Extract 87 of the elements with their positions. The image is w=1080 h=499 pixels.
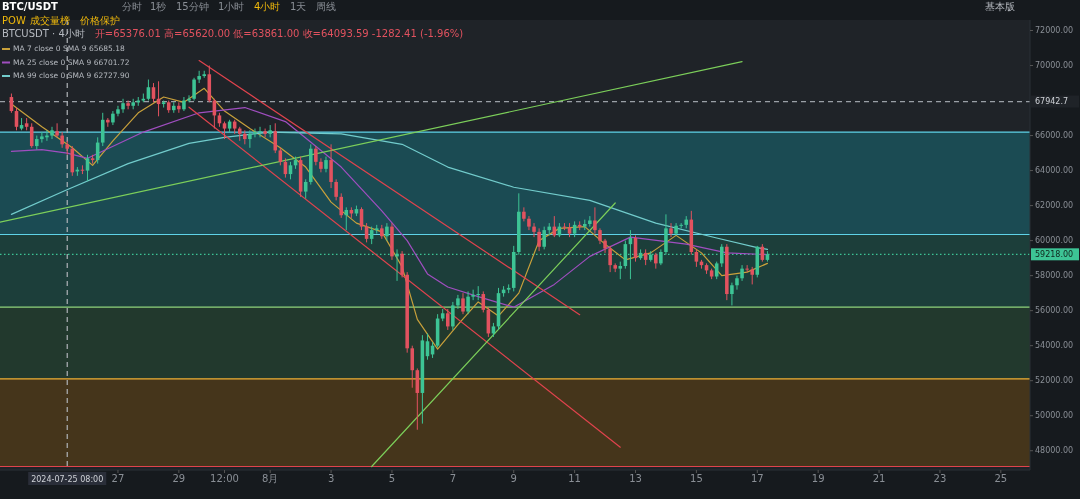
- x-tick-label: 5: [388, 473, 396, 484]
- y-tick-label: 56000.00: [1035, 306, 1074, 316]
- text: 分时: [122, 1, 142, 12]
- x-tick-label: 7: [449, 473, 457, 484]
- ref-line-label: 67942.7: [1035, 97, 1069, 107]
- candlestick: [339, 192, 343, 219]
- y-tick-label: 54000.00: [1035, 341, 1074, 351]
- chart-title: BTC/USDT: [2, 1, 59, 12]
- x-tick-label: 19: [811, 473, 825, 484]
- candlestick: [187, 94, 191, 103]
- y-tick-label: 66000.00: [1035, 131, 1074, 141]
- x-tick-label: 13: [629, 473, 642, 484]
- candlestick: [177, 101, 181, 114]
- candlestick: [319, 157, 323, 173]
- candlestick: [730, 282, 734, 306]
- candlestick: [248, 129, 252, 149]
- y-tick-label: 60000.00: [1035, 236, 1074, 246]
- candlestick: [258, 126, 262, 138]
- line-series: [10, 87, 769, 350]
- candlestick: [735, 275, 739, 291]
- text: 基本版: [985, 1, 1015, 12]
- candlestick: [55, 122, 59, 138]
- annotation: 开=65376.01 高=65620.00 低=63861.00 收=64093.59 -1282.41 (-1.96%): [94, 28, 464, 39]
- y-tick-label: 52000.00: [1035, 376, 1074, 386]
- text: 1秒: [150, 1, 167, 12]
- candlestick: [669, 222, 673, 238]
- x-tick-label: 21: [872, 473, 886, 484]
- candlestick: [116, 105, 120, 117]
- x-tick-label: 29: [172, 473, 186, 484]
- x-tick-label: 9: [510, 473, 517, 484]
- annotation: 价格保护: [79, 15, 120, 26]
- y-tick-label: 72000.00: [1035, 26, 1074, 36]
- candlestick: [121, 98, 125, 114]
- candlestick: [471, 289, 475, 301]
- x-tick-label: 25: [994, 473, 1008, 484]
- y-tick-label: 58000.00: [1035, 271, 1074, 281]
- annotation: POW: [2, 15, 26, 26]
- candlestick: [745, 264, 749, 273]
- y-tick-label: 64000.00: [1035, 166, 1074, 176]
- x-tick-label: 23: [933, 473, 947, 484]
- candlestick: [329, 143, 333, 189]
- candlestick: [537, 227, 541, 252]
- candlestick: [446, 308, 450, 331]
- candlestick: [314, 145, 318, 166]
- candlestick: [522, 206, 526, 222]
- y-tick-label: 48000.00: [1035, 446, 1074, 456]
- y-tick-label: 70000.00: [1035, 61, 1074, 71]
- x-tick-label: 17: [750, 473, 764, 484]
- candlestick: [192, 77, 196, 102]
- line-series: [10, 106, 769, 308]
- candlestick: [385, 222, 389, 242]
- x-tick-label: 27: [111, 473, 125, 484]
- x-tick-label: 3: [327, 473, 335, 484]
- candlestick: [542, 226, 546, 250]
- candlestick: [532, 222, 536, 238]
- candlestick: [273, 122, 278, 154]
- text: 周线: [316, 1, 336, 12]
- y-tick-label: 62000.00: [1035, 201, 1074, 211]
- text: 15分钟: [176, 1, 209, 12]
- text: BTCUSDT · 4小时: [2, 28, 85, 39]
- candlestick: [334, 178, 338, 201]
- x-tick-label: 12:00: [210, 473, 239, 484]
- candlestick: [263, 128, 267, 138]
- candlestick: [400, 250, 404, 278]
- text: 4小时: [254, 1, 281, 12]
- candlestick: [410, 345, 415, 389]
- line-series: [10, 131, 769, 250]
- y-tick-label: 50000.00: [1035, 411, 1074, 421]
- candlestick: [100, 112, 105, 147]
- candlestick: [608, 245, 612, 273]
- candlestick: [253, 128, 257, 138]
- candlestick: [593, 206, 597, 235]
- candlestick: [476, 285, 480, 301]
- x-tick-label: 8月: [262, 473, 279, 484]
- candlestick: [50, 126, 54, 140]
- x-tick-label: 11: [568, 473, 581, 484]
- x-tick-label: 15: [690, 473, 703, 484]
- candlestick: [466, 290, 470, 315]
- text: 1小时: [218, 1, 245, 12]
- text: 1天: [290, 1, 307, 12]
- candlestick: [451, 301, 455, 331]
- candlestick: [126, 100, 130, 110]
- annotation: 成交量榜: [30, 15, 70, 26]
- candlestick: [461, 292, 465, 315]
- ref-line-label: 2024-07-25 08:00: [31, 474, 104, 484]
- ref-line-label: 59218.00: [1035, 249, 1074, 259]
- candlestick: [456, 294, 460, 310]
